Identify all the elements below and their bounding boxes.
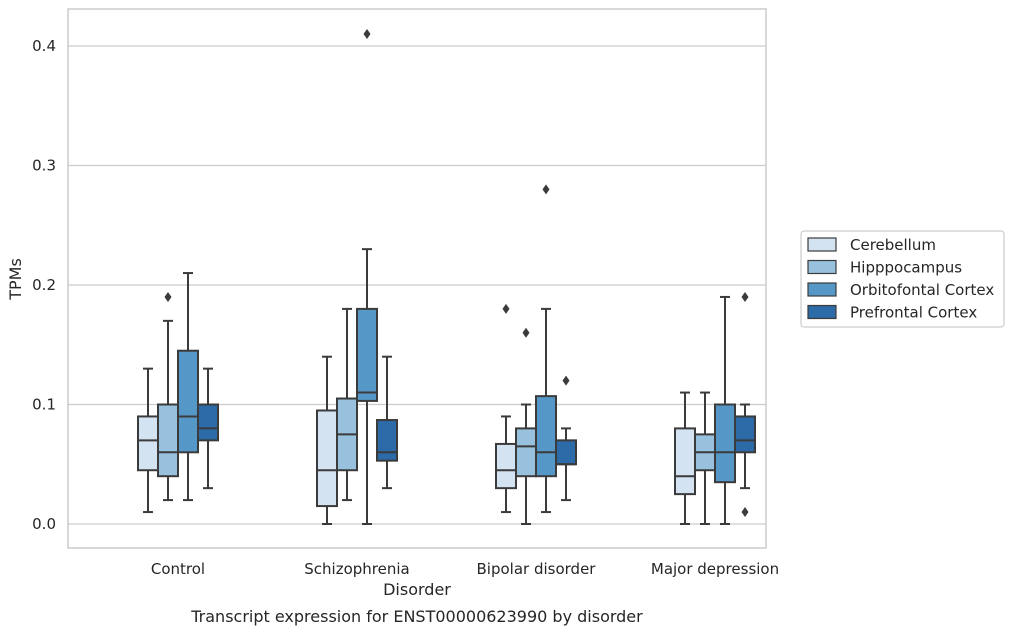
outlier-point [363, 29, 371, 40]
y-axis-label: TPMs [6, 258, 25, 301]
outlier-point [741, 507, 749, 518]
box [376, 419, 398, 462]
outlier-point [542, 184, 550, 195]
outlier-point [741, 291, 749, 302]
box-group [674, 291, 756, 525]
y-tick-label: 0.4 [32, 37, 56, 55]
box [734, 415, 756, 454]
y-tick-labels: 0.0 0.1 0.2 0.3 0.4 [32, 37, 56, 533]
box [674, 427, 696, 496]
x-tick-label: Control [151, 560, 205, 578]
outlier-point [164, 291, 172, 302]
outlier-point [562, 375, 570, 386]
legend-label: Prefrontal Cortex [850, 304, 977, 322]
plot-frame [67, 8, 767, 549]
legend-item: Hipppocampus [807, 259, 962, 277]
chart-caption: Transcript expression for ENST0000062399… [190, 607, 643, 626]
legend-frame [800, 230, 1005, 328]
box [714, 403, 736, 484]
x-tick-label: Major depression [651, 560, 779, 578]
box-groups [137, 29, 756, 525]
legend-item: Cerebellum [807, 236, 936, 254]
box [137, 415, 159, 472]
x-axis-label: Disorder [383, 580, 451, 599]
y-tick-label: 0.3 [32, 157, 56, 175]
legend-swatch [807, 304, 837, 320]
box [157, 403, 179, 478]
box-group [495, 184, 577, 525]
box [515, 427, 537, 478]
y-tick-label: 0.1 [32, 396, 56, 414]
box [535, 395, 557, 478]
legend-swatch [807, 237, 837, 252]
outlier-point [502, 303, 510, 314]
outlier-point [522, 327, 530, 338]
legend-label: Cerebellum [850, 236, 936, 254]
box [356, 307, 378, 402]
box [555, 439, 577, 466]
box [197, 403, 219, 442]
legend-swatch [807, 282, 837, 297]
x-tick-labels: Control Schizophrenia Bipolar disorder Majo… [151, 560, 779, 578]
box [316, 409, 338, 508]
legend-label: Orbitofontal Cortex [850, 281, 994, 299]
y-tick-label: 0.0 [32, 515, 56, 533]
legend-item: Prefrontal Cortex [807, 304, 977, 322]
box-group [316, 29, 398, 525]
y-tick-label: 0.2 [32, 276, 56, 294]
box [495, 442, 517, 490]
legend-item: Orbitofontal Cortex [807, 281, 994, 299]
x-tick-label: Schizophrenia [304, 560, 409, 578]
legend-label: Hipppocampus [850, 259, 962, 277]
x-tick-label: Bipolar disorder [477, 560, 597, 578]
box-group [137, 272, 219, 514]
box [177, 349, 199, 454]
legend-swatch [807, 259, 837, 275]
legend: Cerebellum Hipppocampus Orbitofontal Corte… [800, 230, 1005, 328]
